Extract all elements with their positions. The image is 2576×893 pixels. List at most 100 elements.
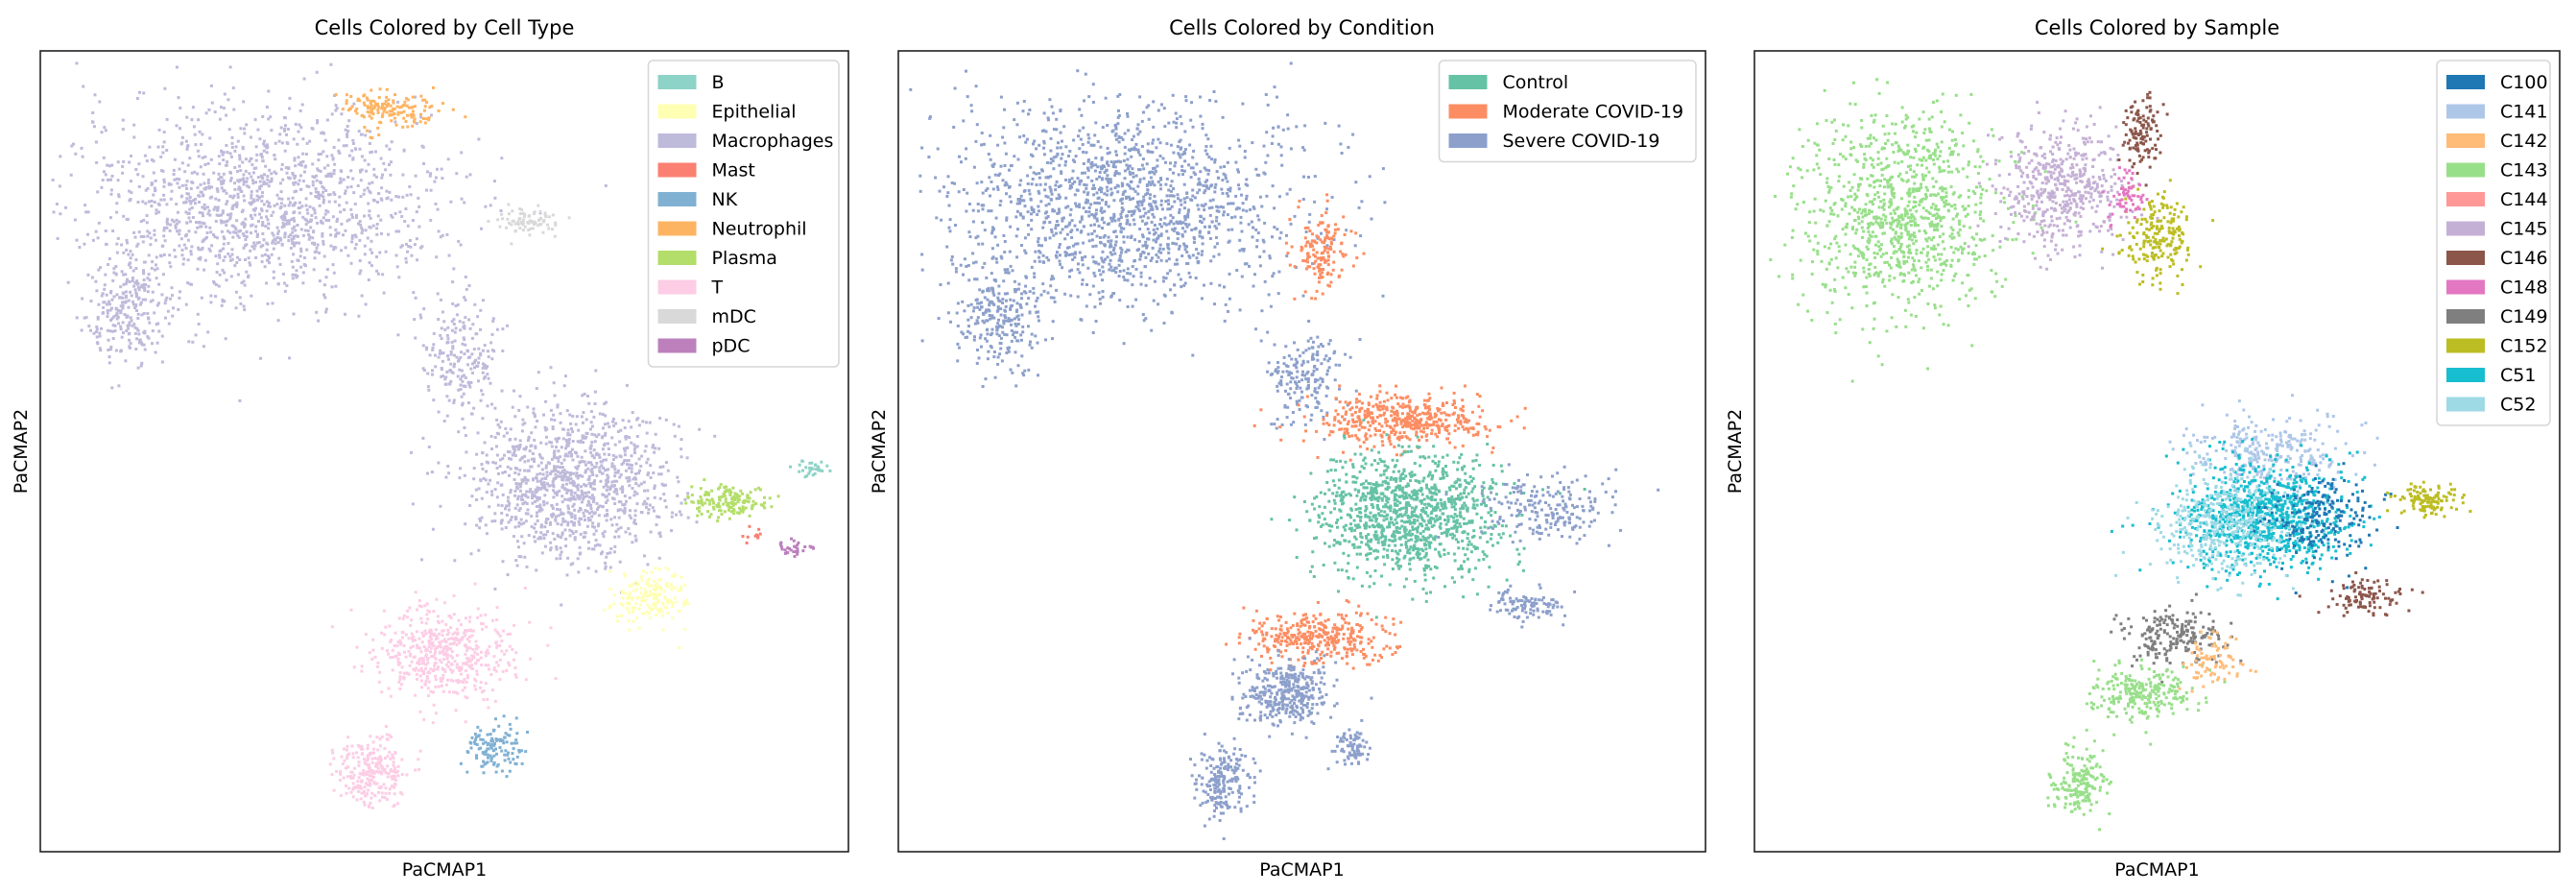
point-macrophages <box>489 381 492 385</box>
point-mdc <box>554 223 558 227</box>
point-macrophages <box>159 198 163 202</box>
point-macrophages <box>231 86 235 90</box>
point-severe-covid-19 <box>1152 238 1156 242</box>
point-macrophages <box>670 515 674 519</box>
point-t <box>371 638 375 641</box>
point-macrophages <box>613 516 616 519</box>
point-t <box>364 782 368 785</box>
point-epithelial <box>663 596 667 600</box>
point-severe-covid-19 <box>1126 278 1130 282</box>
point-macrophages <box>131 279 134 283</box>
point-mdc <box>539 223 543 227</box>
point-macrophages <box>526 495 530 499</box>
point-macrophages <box>273 170 276 174</box>
point-severe-covid-19 <box>1003 141 1007 145</box>
point-macrophages <box>597 433 601 437</box>
point-macrophages <box>566 433 570 437</box>
point-macrophages <box>482 476 486 480</box>
point-t <box>384 771 388 775</box>
point-macrophages <box>229 155 233 158</box>
point-macrophages <box>308 205 312 208</box>
point-severe-covid-19 <box>1254 327 1257 331</box>
point-mdc <box>543 211 547 215</box>
point-macrophages <box>623 509 627 513</box>
point-macrophages <box>581 434 584 438</box>
point-plasma <box>751 499 755 503</box>
point-macrophages <box>453 362 456 366</box>
point-t <box>400 665 404 669</box>
point-macrophages <box>560 446 563 449</box>
point-t <box>419 605 423 609</box>
point-macrophages <box>105 302 108 306</box>
point-t <box>447 690 451 694</box>
point-severe-covid-19 <box>1165 194 1169 198</box>
point-macrophages <box>197 323 201 326</box>
point-macrophages <box>472 348 476 351</box>
point-severe-covid-19 <box>1207 206 1211 210</box>
point-macrophages <box>281 272 285 276</box>
point-macrophages <box>551 483 555 487</box>
point-macrophages <box>298 205 302 209</box>
point-macrophages <box>147 316 150 320</box>
point-macrophages <box>314 187 318 191</box>
point-t <box>428 640 431 643</box>
point-macrophages <box>350 236 354 240</box>
point-macrophages <box>187 229 191 233</box>
point-nk <box>495 752 498 756</box>
point-macrophages <box>243 225 246 229</box>
point-nk <box>486 753 489 757</box>
point-macrophages <box>331 157 335 161</box>
point-macrophages <box>553 467 557 471</box>
point-macrophages <box>354 235 358 239</box>
point-epithelial <box>641 569 645 573</box>
point-macrophages <box>441 374 444 378</box>
point-macrophages <box>287 222 291 226</box>
point-macrophages <box>236 170 239 173</box>
point-severe-covid-19 <box>952 126 956 129</box>
point-pdc <box>803 545 807 548</box>
point-neutrophil <box>381 102 385 106</box>
point-macrophages <box>628 463 632 467</box>
point-severe-covid-19 <box>1055 220 1059 223</box>
point-macrophages <box>236 195 240 199</box>
point-t <box>397 663 400 666</box>
point-b <box>811 473 815 477</box>
point-pdc <box>793 555 797 558</box>
point-macrophages <box>344 189 347 193</box>
legend-swatch <box>657 338 697 353</box>
point-macrophages <box>326 210 330 214</box>
point-macrophages <box>292 236 296 240</box>
point-macrophages <box>368 142 371 145</box>
point-macrophages <box>180 161 184 165</box>
point-t <box>467 664 471 668</box>
point-macrophages <box>611 420 615 423</box>
point-macrophages <box>244 244 247 248</box>
point-macrophages <box>553 491 557 495</box>
point-macrophages <box>357 314 361 318</box>
point-macrophages <box>143 288 147 292</box>
point-severe-covid-19 <box>1136 133 1140 136</box>
point-macrophages <box>604 414 608 418</box>
point-macrophages <box>218 117 222 121</box>
point-nk <box>507 751 510 755</box>
point-macrophages <box>278 206 282 210</box>
point-macrophages <box>544 464 548 468</box>
point-macrophages <box>435 255 439 259</box>
point-macrophages <box>635 445 639 448</box>
point-macrophages <box>277 139 281 143</box>
point-neutrophil <box>425 101 429 104</box>
point-macrophages <box>109 345 113 349</box>
point-macrophages <box>526 512 530 516</box>
point-severe-covid-19 <box>920 253 924 256</box>
point-neutrophil <box>383 107 387 110</box>
point-t <box>434 685 438 688</box>
point-macrophages <box>513 437 517 441</box>
point-neutrophil <box>396 110 400 114</box>
point-macrophages <box>379 197 383 201</box>
point-macrophages <box>147 200 151 204</box>
point-severe-covid-19 <box>987 153 990 156</box>
point-macrophages <box>209 157 213 161</box>
point-t <box>393 785 396 789</box>
point-macrophages <box>225 191 228 195</box>
point-macrophages <box>233 166 237 169</box>
